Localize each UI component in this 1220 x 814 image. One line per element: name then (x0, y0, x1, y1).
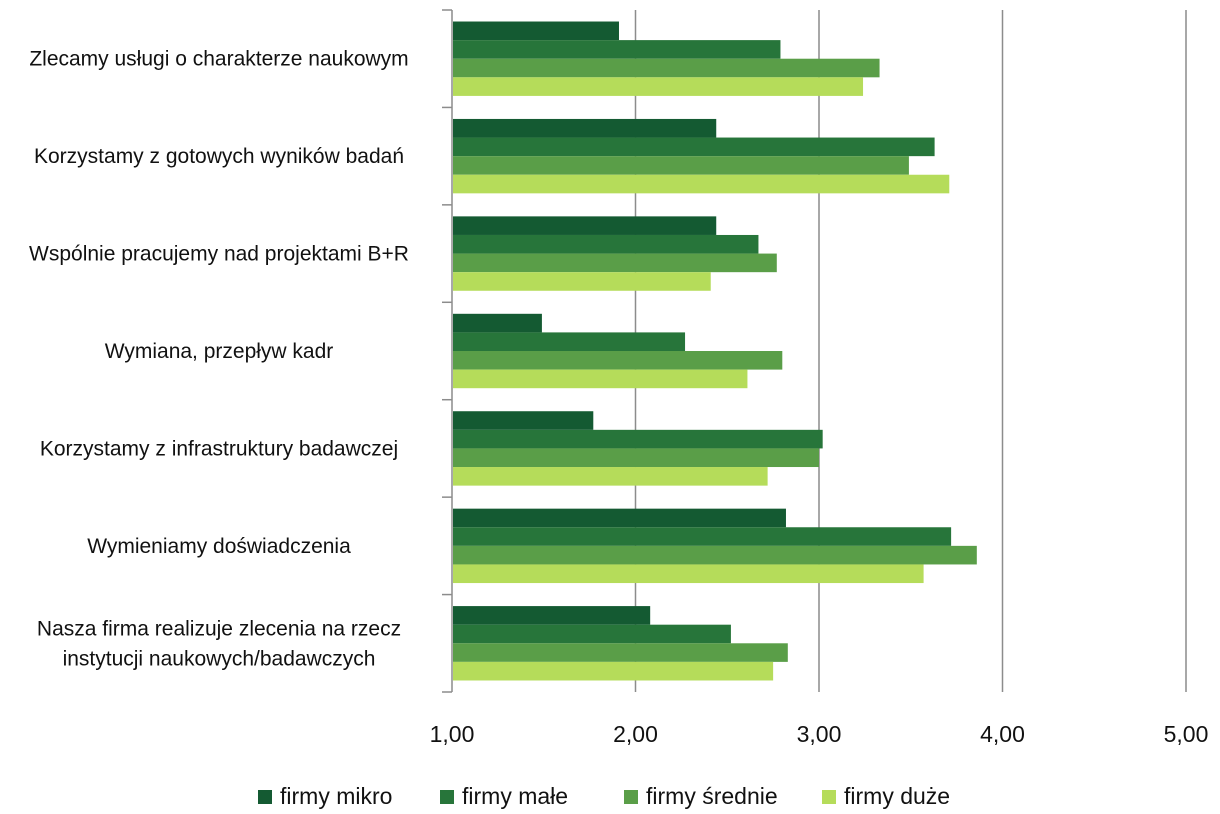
legend-label: firmy duże (844, 783, 950, 809)
bar-firmy-mikro (453, 21, 619, 41)
bar-firmy-średnie (453, 643, 788, 662)
bar-firmy-małe (453, 332, 686, 351)
bar-firmy-średnie (453, 545, 977, 565)
bar-firmy-małe (453, 137, 935, 157)
bar-firmy-duże (453, 467, 768, 486)
bar-firmy-mikro (453, 216, 717, 235)
x-tick-label: 5,00 (1164, 721, 1209, 747)
x-tick-label: 4,00 (980, 721, 1025, 747)
bar-firmy-mikro (453, 118, 717, 138)
bar-firmy-mikro (453, 508, 786, 528)
category-label: Korzystamy z infrastruktury badawczej (40, 437, 398, 460)
category-label: Wspólnie pracujemy nad projektami B+R (29, 243, 409, 266)
bar-firmy-duże (453, 272, 711, 291)
x-tick-label: 2,00 (613, 721, 658, 747)
legend-label: firmy mikro (280, 783, 392, 809)
category-label: Wymiana, przepływ kadr (105, 340, 334, 363)
x-tick-label: 3,00 (797, 721, 842, 747)
category-label: Zlecamy usługi o charakterze naukowym (29, 48, 408, 71)
category-label: Wymieniamy doświadczenia (87, 535, 351, 558)
legend-swatch (440, 790, 454, 804)
bar-firmy-małe (453, 429, 823, 449)
bar-firmy-duże (453, 369, 748, 389)
bar-firmy-średnie (453, 351, 783, 370)
bar-firmy-duże (453, 661, 774, 681)
bars (453, 21, 977, 681)
bar-firmy-mikro (453, 313, 542, 333)
legend: firmy mikro firmy małe firmy średnie firmy … (258, 783, 950, 809)
legend-swatch (624, 790, 638, 804)
legend-swatch (822, 790, 836, 804)
category-label: Nasza firma realizuje zlecenia na rzecz i… (37, 617, 401, 670)
x-tick-labels: 1,00 2,00 3,00 4,00 5,00 (430, 721, 1209, 747)
legend-swatch (258, 790, 272, 804)
category-labels: Zlecamy usługi o charakterze naukowym Kor… (29, 48, 409, 671)
x-tick-label: 1,00 (430, 721, 475, 747)
legend-label: firmy małe (462, 783, 568, 809)
bar-firmy-średnie (453, 58, 880, 78)
bar-firmy-małe (453, 234, 759, 254)
bar-firmy-małe (453, 40, 781, 59)
axes (442, 9, 453, 693)
bar-firmy-średnie (453, 253, 777, 273)
bar-firmy-duże (453, 174, 950, 194)
bar-firmy-średnie (453, 156, 909, 175)
bar-firmy-małe (453, 624, 731, 644)
bar-firmy-małe (453, 527, 952, 546)
bar-firmy-mikro (453, 606, 651, 625)
bar-firmy-mikro (453, 411, 594, 430)
bar-firmy-duże (453, 77, 864, 96)
legend-label: firmy średnie (646, 783, 778, 809)
bar-firmy-duże (453, 564, 924, 584)
bar-firmy-średnie (453, 448, 819, 468)
category-label: Korzystamy z gotowych wyników badań (34, 145, 404, 168)
